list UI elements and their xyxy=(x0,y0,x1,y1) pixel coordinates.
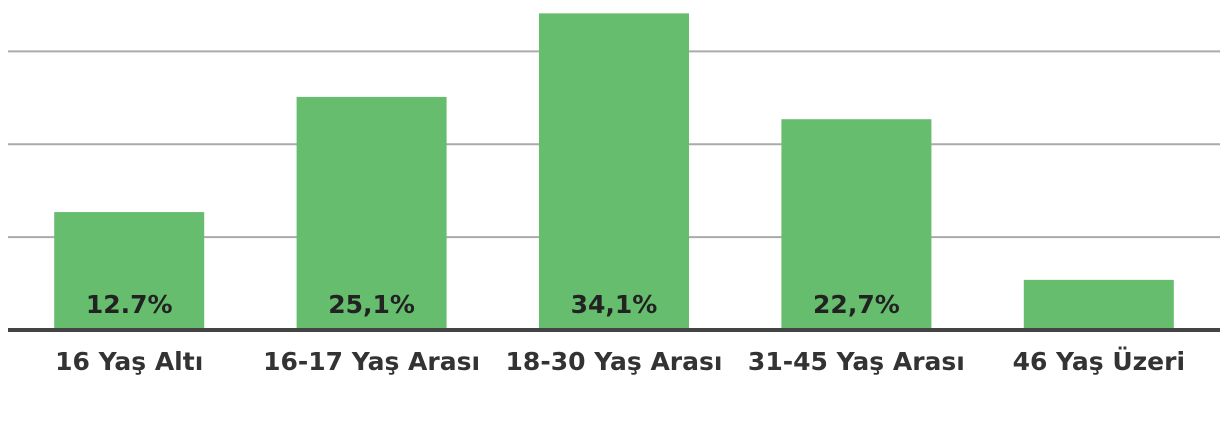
value-label: 12.7% xyxy=(86,290,173,319)
x-tick-label: 16-17 Yaş Arası xyxy=(263,347,481,376)
x-tick-label: 31-45 Yaş Arası xyxy=(747,347,965,376)
value-label: 25,1% xyxy=(328,290,415,319)
bar xyxy=(1023,279,1174,330)
value-label: 34,1% xyxy=(571,290,658,319)
bar xyxy=(296,96,447,330)
chart: 12.7% 25,1% 34,1% 22,7% xyxy=(8,13,1220,332)
value-label: 22,7% xyxy=(813,290,900,319)
x-tick-label: 16 Yaş Altı xyxy=(55,347,204,376)
x-tick-label: 18-30 Yaş Arası xyxy=(505,347,723,376)
x-tick-label: 46 Yaş Üzeri xyxy=(1012,347,1186,376)
bar xyxy=(539,13,689,330)
bar xyxy=(54,212,205,330)
bar xyxy=(781,119,932,330)
